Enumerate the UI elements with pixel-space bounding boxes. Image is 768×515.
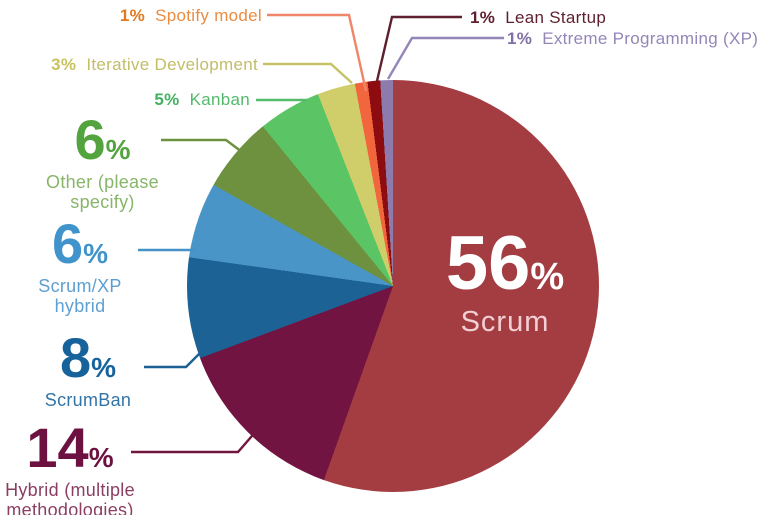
slice-percent: 56 xyxy=(445,221,531,306)
callout-extreme-programming: 1% Extreme Programming (XP) xyxy=(507,29,758,49)
slice-name: Other (please specify) xyxy=(46,172,159,213)
callout-kanban: 5% Kanban xyxy=(154,90,250,110)
callout-scrum-xp-hybrid: 6% Scrum/XP hybrid xyxy=(25,216,135,317)
slice-percent: 5 xyxy=(154,90,165,109)
slice-percent: 6 xyxy=(74,108,106,171)
slice-percent: 1 xyxy=(470,8,480,27)
slice-percent: 3 xyxy=(51,55,61,74)
pie-chart xyxy=(187,80,599,492)
callout-spotify-model: 1% Spotify model xyxy=(120,6,262,26)
percent-sign: % xyxy=(60,55,77,74)
slice-name: Lean Startup xyxy=(505,8,607,27)
percent-sign: % xyxy=(105,134,131,165)
percent-sign: % xyxy=(479,8,496,27)
slice-name: Scrum xyxy=(460,306,550,338)
callout-other: 6% Other (please specify) xyxy=(25,112,180,213)
slice-percent: 14 xyxy=(26,416,89,479)
leader-line-extreme-programming xyxy=(386,36,504,80)
percent-sign: % xyxy=(530,256,565,298)
callout-scrum: 56% Scrum xyxy=(420,226,590,339)
slice-name: Spotify model xyxy=(155,6,262,25)
slice-percent: 6 xyxy=(51,212,84,275)
slice-name: Hybrid (multiple methodologies) xyxy=(5,480,135,515)
slice-percent: 1 xyxy=(507,29,517,48)
slice-name: Kanban xyxy=(189,90,250,109)
percent-sign: % xyxy=(164,90,180,109)
callout-iterative-development: 3% Iterative Development xyxy=(51,55,258,75)
percent-sign: % xyxy=(91,352,117,383)
leader-line-spotify-model xyxy=(267,13,368,92)
percent-sign: % xyxy=(88,442,114,473)
leader-line-lean-startup xyxy=(375,15,462,82)
slice-percent: 1 xyxy=(119,6,130,25)
percent-sign: % xyxy=(516,29,533,48)
slice-name: Extreme Programming (XP) xyxy=(542,29,759,48)
slice-name: Scrum/XP hybrid xyxy=(38,276,122,317)
callout-hybrid: 14% Hybrid (multiple methodologies) xyxy=(0,420,140,515)
callout-lean-startup: 1% Lean Startup xyxy=(470,8,606,28)
leader-line-hybrid xyxy=(131,428,259,454)
slice-percent: 8 xyxy=(59,326,92,389)
percent-sign: % xyxy=(129,6,146,25)
slice-name: Iterative Development xyxy=(86,55,258,74)
callout-scrumban: 8% ScrumBan xyxy=(13,330,163,411)
percent-sign: % xyxy=(83,238,109,269)
leader-line-iterative-development xyxy=(263,62,353,84)
slice-name: ScrumBan xyxy=(44,390,132,410)
